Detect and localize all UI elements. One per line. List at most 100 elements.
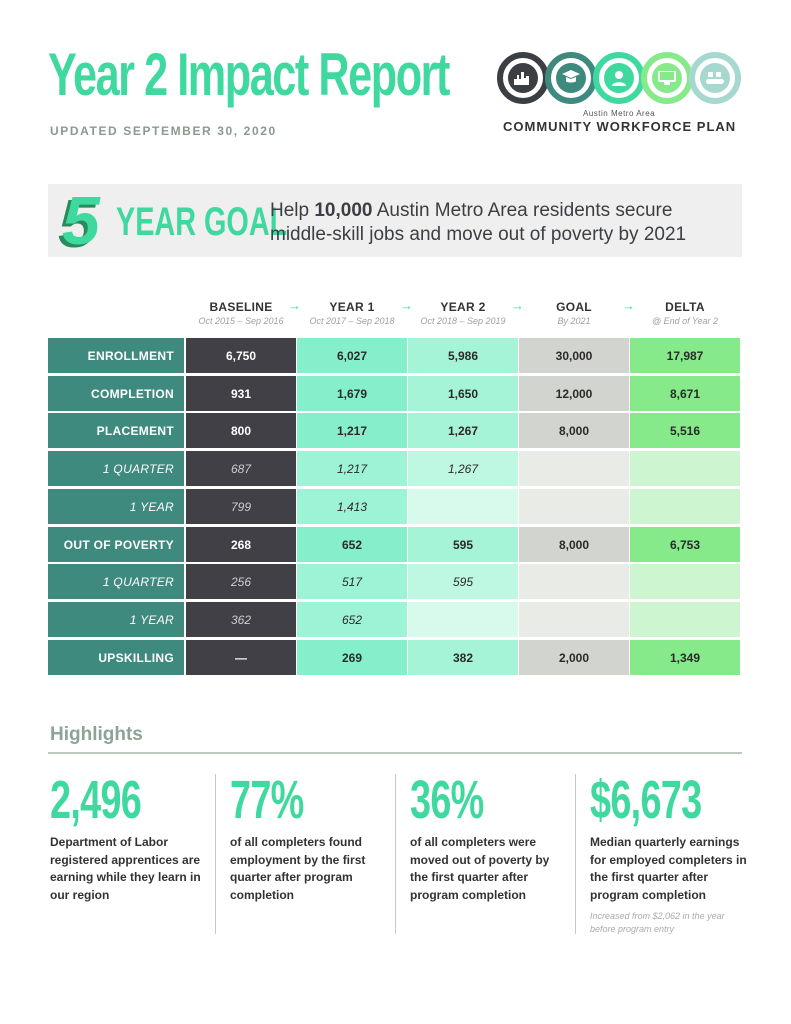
row-label: 1 YEAR xyxy=(48,602,184,637)
cell-goal xyxy=(519,489,629,524)
logo-subtitle: Austin Metro Area xyxy=(583,109,656,118)
goal-text-bold: 10,000 xyxy=(314,200,373,221)
highlights-divider xyxy=(48,752,742,754)
cell-year1: 1,413 xyxy=(297,489,407,524)
cell-delta: 17,987 xyxy=(630,338,740,373)
row-label: 1 QUARTER xyxy=(48,451,184,486)
cell-year1: 1,217 xyxy=(297,413,407,448)
arrow-icon: → xyxy=(622,298,635,313)
cell-baseline: 268 xyxy=(186,527,296,562)
row-label: PLACEMENT xyxy=(48,413,184,448)
highlight-text: of all completers were moved out of pove… xyxy=(410,835,550,902)
arrow-icon: → xyxy=(288,298,301,313)
column-subheading: Oct 2017 – Sep 2018 xyxy=(309,316,395,326)
column-divider xyxy=(575,774,576,934)
cell-delta: 5,516 xyxy=(630,413,740,448)
cell-goal: 8,000 xyxy=(519,413,629,448)
column-heading: YEAR 1 xyxy=(329,300,375,314)
column-subheading: @ End of Year 2 xyxy=(651,316,718,326)
cell-year1: 1,217 xyxy=(297,451,407,486)
cell-year2: 382 xyxy=(408,640,518,675)
column-header-delta: DELTA @ End of Year 2 xyxy=(630,300,740,326)
goal-text-post: Austin Metro Area residents secure middl… xyxy=(270,200,687,245)
highlight-number: 2,496 xyxy=(50,770,142,830)
cell-year1: 652 xyxy=(297,602,407,637)
goal-banner: 5 YEAR GOAL Help 10,000 Austin Metro Are… xyxy=(48,184,742,257)
column-divider xyxy=(215,774,216,934)
column-heading: GOAL xyxy=(556,300,592,314)
column-header-year1: YEAR 1 Oct 2017 – Sep 2018 xyxy=(297,300,407,326)
highlight-text: Department of Labor registered apprentic… xyxy=(50,835,201,902)
cell-year2: 1,267 xyxy=(408,413,518,448)
cell-year2: 595 xyxy=(408,564,518,599)
row-label: UPSKILLING xyxy=(48,640,184,675)
cell-year1: 652 xyxy=(297,527,407,562)
cell-baseline: 799 xyxy=(186,489,296,524)
cell-baseline: 362 xyxy=(186,602,296,637)
cell-year2: 1,267 xyxy=(408,451,518,486)
arrow-icon: → xyxy=(400,298,413,313)
highlights-title: Highlights xyxy=(50,724,143,745)
updated-date: UPDATED SEPTEMBER 30, 2020 xyxy=(50,124,277,138)
column-heading: BASELINE xyxy=(209,300,273,314)
cell-delta: 1,349 xyxy=(630,640,740,675)
cell-goal: 12,000 xyxy=(519,376,629,411)
worker-icon xyxy=(593,52,645,104)
column-header-year2: YEAR 2 Oct 2018 – Sep 2019 xyxy=(408,300,518,326)
highlight-number: $6,673 xyxy=(590,770,702,830)
cell-year1: 6,027 xyxy=(297,338,407,373)
cell-goal: 8,000 xyxy=(519,527,629,562)
cell-year1: 517 xyxy=(297,564,407,599)
cell-delta xyxy=(630,564,740,599)
highlight-text: Median quarterly earnings for employed c… xyxy=(590,835,747,902)
column-subheading: Oct 2018 – Sep 2019 xyxy=(420,316,506,326)
highlight-employment: 77% of all completers found employment b… xyxy=(230,772,390,904)
goal-label: YEAR GOAL xyxy=(116,200,288,244)
column-heading: DELTA xyxy=(665,300,705,314)
logo-name: COMMUNITY WORKFORCE PLAN xyxy=(503,119,737,134)
cell-goal xyxy=(519,564,629,599)
row-label: OUT OF POVERTY xyxy=(48,527,184,562)
column-header-baseline: BASELINE Oct 2015 – Sep 2016 xyxy=(186,300,296,326)
goal-text: Help 10,000 Austin Metro Area residents … xyxy=(270,199,730,247)
column-header-goal: GOAL By 2021 xyxy=(519,300,629,326)
cell-year1: 269 xyxy=(297,640,407,675)
goal-five-number: 5 xyxy=(62,183,100,259)
cell-year2 xyxy=(408,489,518,524)
cell-year2: 1,650 xyxy=(408,376,518,411)
arrow-icon: → xyxy=(511,298,524,313)
page-title: Year 2 Impact Report xyxy=(48,41,450,108)
column-divider xyxy=(395,774,396,934)
cell-baseline: 687 xyxy=(186,451,296,486)
row-label: 1 QUARTER xyxy=(48,564,184,599)
cell-baseline: — xyxy=(186,640,296,675)
highlight-number: 36% xyxy=(410,770,484,830)
cell-delta xyxy=(630,602,740,637)
highlight-apprentices: 2,496 Department of Labor registered app… xyxy=(50,772,210,904)
cell-baseline: 800 xyxy=(186,413,296,448)
city-skyline-icon xyxy=(497,52,549,104)
cell-goal: 2,000 xyxy=(519,640,629,675)
cell-goal xyxy=(519,451,629,486)
column-heading: YEAR 2 xyxy=(440,300,486,314)
community-workforce-plan-logo: Austin Metro Area COMMUNITY WORKFORCE PL… xyxy=(497,46,745,146)
highlight-number: 77% xyxy=(230,770,304,830)
row-label: ENROLLMENT xyxy=(48,338,184,373)
cell-delta: 8,671 xyxy=(630,376,740,411)
cell-delta: 6,753 xyxy=(630,527,740,562)
logo-icon-row xyxy=(497,46,745,112)
highlight-note: Increased from $2,062 in the year before… xyxy=(590,911,725,934)
cell-goal: 30,000 xyxy=(519,338,629,373)
highlight-poverty: 36% of all completers were moved out of … xyxy=(410,772,570,904)
computer-user-icon xyxy=(641,52,693,104)
cell-year2: 5,986 xyxy=(408,338,518,373)
cell-baseline: 256 xyxy=(186,564,296,599)
column-subheading: Oct 2015 – Sep 2016 xyxy=(198,316,284,326)
cell-year1: 1,679 xyxy=(297,376,407,411)
goal-text-pre: Help xyxy=(270,200,315,221)
row-label: 1 YEAR xyxy=(48,489,184,524)
conveyor-icon xyxy=(689,52,741,104)
cell-delta xyxy=(630,489,740,524)
cell-year2 xyxy=(408,602,518,637)
cell-year2: 595 xyxy=(408,527,518,562)
